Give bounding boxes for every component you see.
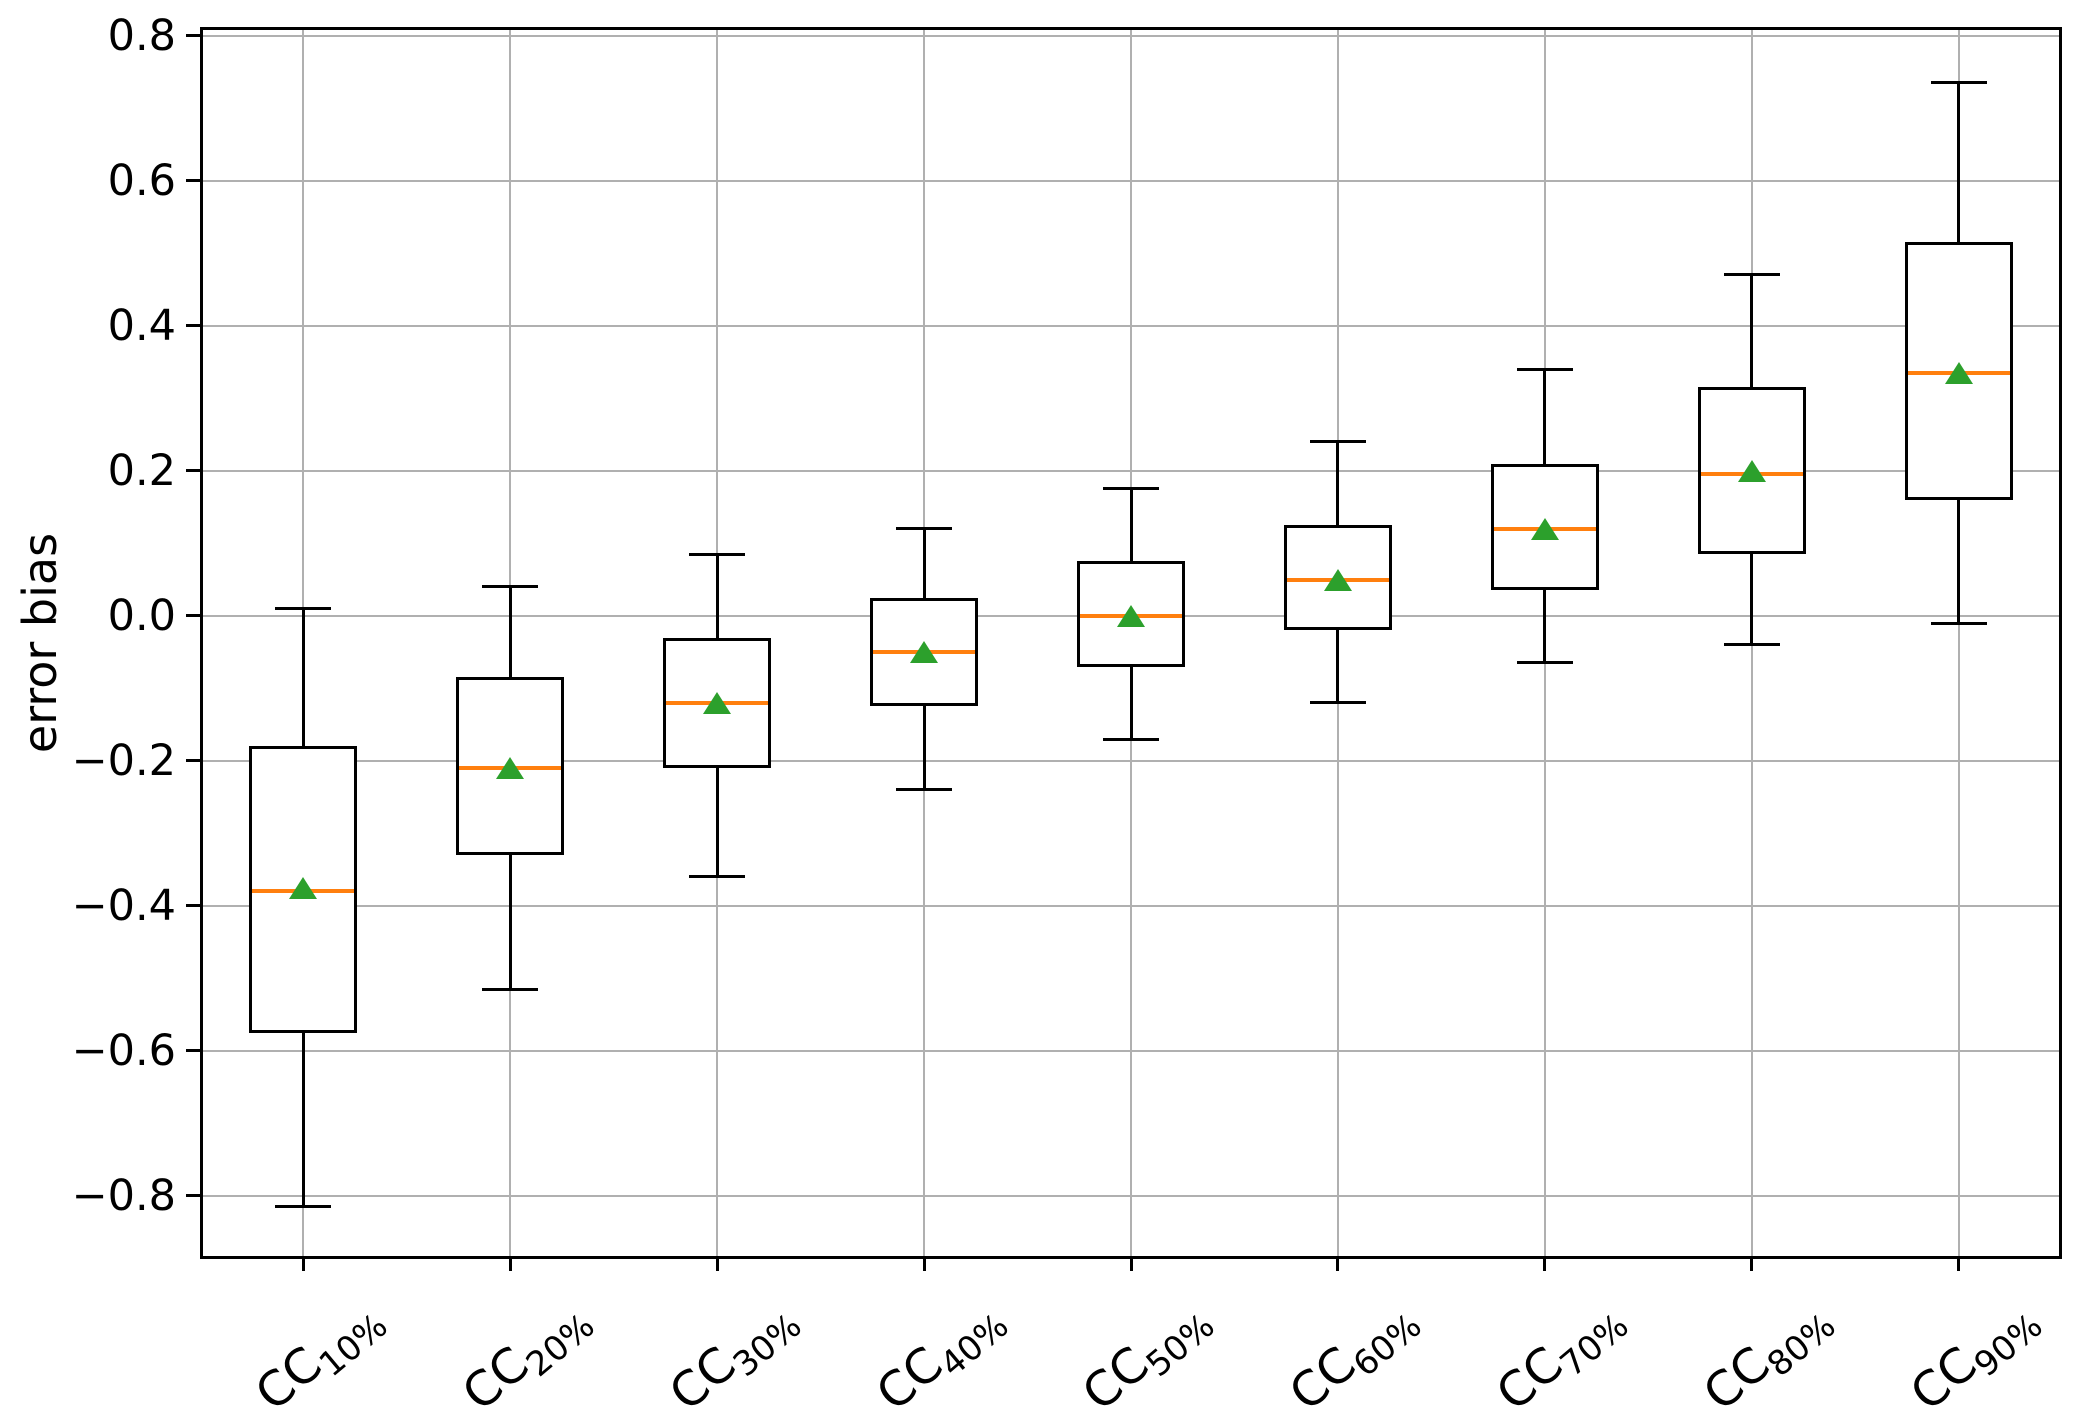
x-tick-mark: [922, 1259, 926, 1271]
mean-marker: [496, 757, 525, 780]
x-tick-mark: [301, 1259, 305, 1271]
x-tick-mark: [715, 1259, 719, 1271]
y-tick-label: −0.2: [71, 735, 176, 786]
y-tick-label: 0.6: [107, 155, 176, 206]
whisker-upper-line: [715, 554, 719, 638]
whisker-lower-line: [1336, 630, 1340, 703]
mean-marker: [289, 876, 318, 899]
whisker-cap-top: [1516, 367, 1573, 371]
whisker-cap-bottom: [1930, 621, 1987, 625]
whisker-lower-line: [508, 855, 512, 990]
whisker-cap-bottom: [1309, 701, 1366, 705]
whisker-lower-line: [1957, 499, 1961, 624]
whisker-cap-bottom: [689, 875, 746, 879]
y-tick-mark: [186, 324, 200, 328]
whisker-cap-top: [1309, 440, 1366, 444]
y-tick-label: 0.8: [107, 10, 176, 61]
whisker-cap-bottom: [1103, 737, 1159, 741]
x-tick-label-text: CC50%: [1072, 1289, 1222, 1424]
whisker-cap-bottom: [1723, 643, 1780, 647]
y-tick-mark: [186, 904, 200, 908]
x-tick-mark: [508, 1259, 512, 1271]
x-tick-label-text: CC60%: [1279, 1289, 1429, 1424]
mean-marker: [910, 641, 939, 664]
whisker-cap-bottom: [482, 987, 539, 991]
whisker-lower-line: [301, 1032, 305, 1207]
y-tick-mark: [186, 1194, 200, 1198]
x-tick-mark: [1750, 1259, 1754, 1271]
x-tick-mark: [1336, 1259, 1340, 1271]
x-tick-mark: [1129, 1259, 1133, 1271]
mean-marker: [1530, 517, 1559, 540]
y-tick-mark: [186, 614, 200, 618]
whisker-lower-line: [1543, 590, 1547, 663]
mean-marker: [703, 691, 732, 714]
whisker-cap-bottom: [1516, 661, 1573, 665]
whisker-cap-top: [1930, 81, 1987, 85]
x-tick-mark: [1543, 1259, 1547, 1271]
y-tick-mark: [186, 34, 200, 38]
whisker-lower-line: [1750, 554, 1754, 645]
y-tick-label: 0.4: [107, 300, 176, 351]
whisker-cap-top: [275, 607, 332, 611]
mean-marker: [1117, 604, 1145, 627]
mean-marker: [1737, 459, 1766, 482]
x-tick-label-text: CC80%: [1693, 1289, 1843, 1424]
y-tick-label: 0.2: [107, 445, 176, 496]
y-tick-mark: [186, 759, 200, 763]
mean-marker: [1944, 361, 1973, 384]
axis-spine-top: [200, 27, 2062, 30]
plot-area: [200, 27, 2062, 1259]
whisker-cap-top: [1723, 273, 1780, 277]
whisker-lower-line: [1129, 666, 1133, 740]
y-tick-mark: [186, 469, 200, 473]
whisker-upper-line: [922, 528, 926, 598]
whisker-upper-line: [1750, 274, 1754, 388]
axis-spine-right: [2059, 27, 2062, 1259]
axis-spine-left: [200, 27, 203, 1259]
x-tick-label-text: CC70%: [1486, 1289, 1636, 1424]
y-tick-label: −0.6: [71, 1025, 176, 1076]
x-tick-label-text: CC10%: [245, 1289, 395, 1424]
axis-spine-bottom: [200, 1256, 2062, 1259]
x-tick-label-text: CC90%: [1900, 1289, 2050, 1424]
whisker-upper-line: [301, 608, 305, 747]
y-tick-mark: [186, 1049, 200, 1053]
y-tick-label: −0.8: [71, 1170, 176, 1221]
x-tick-label-text: CC30%: [659, 1289, 809, 1424]
y-tick-label: −0.4: [71, 880, 176, 931]
whisker-cap-bottom: [896, 788, 953, 792]
whisker-upper-line: [1543, 369, 1547, 464]
y-tick-label: 0.0: [107, 590, 176, 641]
whisker-upper-line: [1336, 441, 1340, 526]
mean-marker: [1323, 568, 1352, 591]
whisker-lower-line: [715, 768, 719, 877]
x-tick-label-text: CC20%: [452, 1289, 602, 1424]
whisker-cap-bottom: [275, 1205, 332, 1209]
whisker-cap-top: [482, 585, 539, 589]
whisker-cap-top: [896, 527, 953, 531]
whisker-upper-line: [1957, 82, 1961, 243]
x-tick-label-text: CC40%: [866, 1289, 1016, 1424]
whisker-upper-line: [1129, 488, 1133, 562]
whisker-cap-top: [1103, 487, 1159, 491]
whisker-cap-top: [689, 552, 746, 556]
whisker-upper-line: [508, 586, 512, 678]
x-tick-mark: [1957, 1259, 1961, 1271]
whisker-lower-line: [922, 706, 926, 790]
y-tick-mark: [186, 179, 200, 183]
gridline-vertical: [1957, 27, 1960, 1259]
